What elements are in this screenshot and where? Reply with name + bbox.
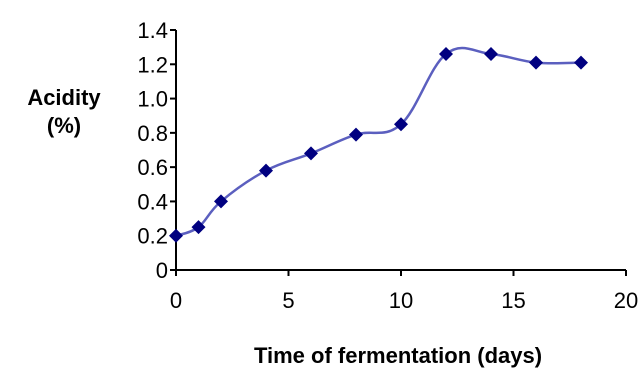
series-layer xyxy=(169,46,588,243)
x-axis-ticks: 0 5 10 15 20 xyxy=(170,270,638,313)
x-tick-label: 0 xyxy=(170,288,182,313)
x-tick-label: 15 xyxy=(501,288,525,313)
data-point-marker xyxy=(529,55,543,70)
data-point-marker xyxy=(349,127,363,142)
series-line xyxy=(175,46,582,237)
y-axis-ticks: 0 0.2 0.4 0.6 0.8 1.0 1.2 1.4 xyxy=(137,18,176,283)
data-point-marker xyxy=(259,163,273,178)
data-point-marker xyxy=(574,55,588,70)
x-tick-label: 20 xyxy=(614,288,638,313)
data-point-marker xyxy=(214,194,228,209)
y-tick-label: 1.4 xyxy=(137,18,168,43)
x-axis-label: Time of fermentation (days) xyxy=(254,343,542,368)
data-point-marker xyxy=(484,47,498,61)
data-point-marker xyxy=(191,220,206,235)
y-tick-label: 1.0 xyxy=(137,87,168,112)
x-tick-label: 5 xyxy=(282,288,294,313)
y-tick-label: 1.2 xyxy=(137,52,168,77)
data-point-marker xyxy=(439,47,453,61)
data-point-marker xyxy=(304,146,318,161)
y-axis-label-line1: Acidity xyxy=(27,85,101,110)
axes xyxy=(175,30,626,271)
y-tick-label: 0.8 xyxy=(137,121,168,146)
y-tick-label: 0.2 xyxy=(137,224,168,249)
y-tick-label: 0.6 xyxy=(137,155,168,180)
y-tick-label: 0 xyxy=(156,258,168,283)
x-tick-label: 10 xyxy=(389,288,413,313)
y-axis-label-line2: (%) xyxy=(47,113,81,138)
data-point-marker xyxy=(169,228,183,243)
y-tick-label: 0.4 xyxy=(137,189,168,214)
data-point-marker xyxy=(394,117,408,132)
